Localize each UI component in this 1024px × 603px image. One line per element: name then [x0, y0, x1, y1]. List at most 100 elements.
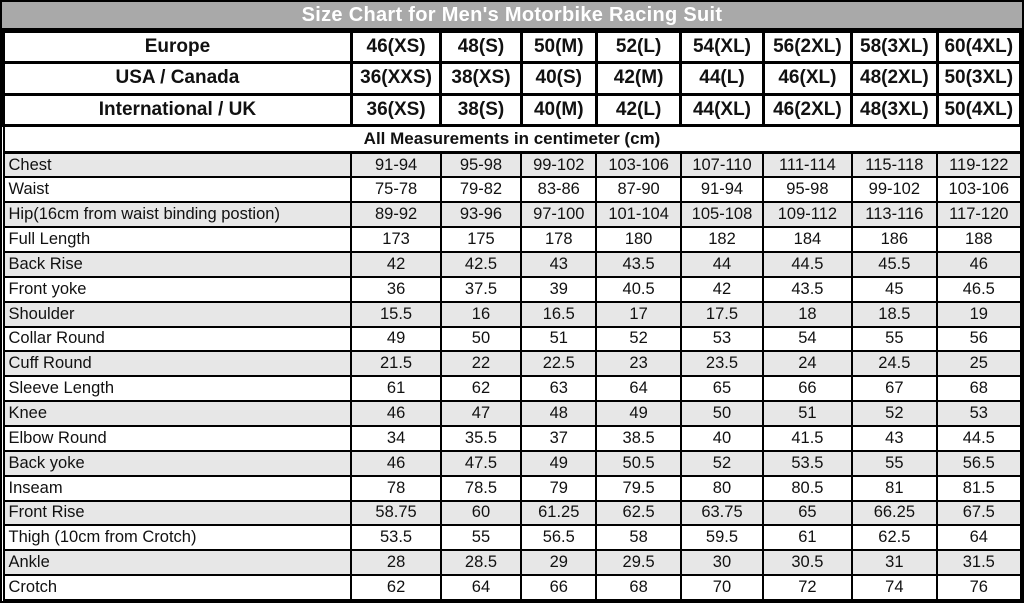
measurement-value-cell: 38.5: [595, 424, 682, 452]
measurement-row: Sleeve Length 61 62 63 64 65 66 67 68: [2, 375, 1022, 403]
measurement-value-cell: 103-106: [936, 176, 1022, 204]
size-value-cell: 50(3XL): [935, 61, 1023, 96]
measurement-value-cell: 95-98: [439, 151, 523, 179]
size-value-cell: 48(S): [439, 29, 523, 65]
measurement-value-cell: 175: [439, 226, 523, 253]
measurement-value-cell: 45.5: [850, 250, 939, 278]
size-value-cell: 38(XS): [439, 61, 523, 96]
size-system-label: Europe: [2, 29, 353, 65]
measurement-row: Ankle 28 28.5 29 29.5 30 30.5 31 31.5: [2, 549, 1022, 577]
size-value-cell: 38(S): [439, 92, 523, 128]
measurement-label: Inseam: [2, 474, 353, 502]
measurement-value-cell: 47: [439, 400, 523, 427]
measurement-value-cell: 44: [679, 250, 765, 278]
measurement-value-cell: 16.5: [520, 300, 598, 328]
measurement-value-cell: 50.5: [595, 449, 682, 477]
measurement-value-cell: 45: [850, 275, 939, 303]
measurement-value-cell: 28: [350, 549, 442, 577]
measurement-row: Knee 46 47 48 49 50 51 52 53: [2, 400, 1022, 427]
size-value-cell: 44(XL): [679, 92, 765, 128]
measurement-row: Back Rise 42 42.5 43 43.5 44 44.5 45.5 4…: [2, 250, 1022, 278]
measurement-label: Full Length: [2, 226, 353, 253]
measurement-value-cell: 78: [350, 474, 442, 502]
measurement-value-cell: 53: [936, 400, 1022, 427]
measurement-value-cell: 23.5: [679, 350, 765, 378]
measurement-value-cell: 18: [762, 300, 853, 328]
size-value-cell: 60(4XL): [935, 29, 1023, 65]
measurement-value-cell: 24.5: [850, 350, 939, 378]
size-chart-table: Europe 46(XS) 48(S) 50(M) 52(L) 54(XL) 5…: [2, 29, 1023, 601]
measurement-value-cell: 43.5: [762, 275, 853, 303]
measurement-value-cell: 64: [936, 524, 1022, 552]
measurement-value-cell: 23: [595, 350, 682, 378]
measurement-value-cell: 53: [679, 325, 765, 353]
measurement-value-cell: 173: [350, 226, 442, 253]
measurement-value-cell: 17: [595, 300, 682, 328]
measurement-value-cell: 91-94: [350, 151, 442, 179]
measurement-label: Ankle: [2, 549, 353, 577]
measurement-value-cell: 95-98: [762, 176, 853, 204]
measurement-value-cell: 115-118: [850, 151, 939, 179]
measurement-value-cell: 105-108: [679, 201, 765, 229]
measurement-value-cell: 56.5: [936, 449, 1022, 477]
measurement-value-cell: 37: [520, 424, 598, 452]
measurement-label: Sleeve Length: [2, 375, 353, 403]
measurement-value-cell: 107-110: [679, 151, 765, 179]
measurement-value-cell: 101-104: [595, 201, 682, 229]
measurement-value-cell: 68: [936, 375, 1022, 403]
measurement-row: Front Rise 58.75 60 61.25 62.5 63.75 65 …: [2, 499, 1022, 527]
measurement-value-cell: 40.5: [595, 275, 682, 303]
measurement-value-cell: 61: [350, 375, 442, 403]
measurement-value-cell: 42.5: [439, 250, 523, 278]
measurement-row: Hip(16cm from waist binding postion) 89-…: [2, 201, 1022, 229]
measurement-value-cell: 44.5: [936, 424, 1022, 452]
measurement-label: Back Rise: [2, 250, 353, 278]
measurement-value-cell: 72: [762, 574, 853, 601]
measurement-value-cell: 81: [850, 474, 939, 502]
measurement-value-cell: 49: [595, 400, 682, 427]
measurement-value-cell: 113-116: [850, 201, 939, 229]
measurement-value-cell: 55: [850, 449, 939, 477]
size-value-cell: 50(4XL): [935, 92, 1023, 128]
measurement-row: Inseam 78 78.5 79 79.5 80 80.5 81 81.5: [2, 474, 1022, 502]
size-value-cell: 40(M): [519, 92, 598, 128]
measurement-value-cell: 79: [520, 474, 598, 502]
measurement-row: Crotch 62 64 66 68 70 72 74 76: [2, 574, 1022, 601]
measurement-value-cell: 46.5: [936, 275, 1022, 303]
measurement-value-cell: 76: [936, 574, 1022, 601]
measurement-value-cell: 15.5: [350, 300, 442, 328]
measurement-value-cell: 52: [679, 449, 765, 477]
measurement-value-cell: 46: [350, 449, 442, 477]
size-value-cell: 36(XXS): [349, 61, 443, 96]
measurement-value-cell: 89-92: [350, 201, 442, 229]
measurement-label: Elbow Round: [2, 424, 353, 452]
size-value-cell: 50(M): [519, 29, 598, 65]
measurement-value-cell: 59.5: [679, 524, 765, 552]
measurement-value-cell: 49: [350, 325, 442, 353]
measurement-label: Back yoke: [2, 449, 353, 477]
measurement-value-cell: 66: [520, 574, 598, 601]
measurement-value-cell: 46: [350, 400, 442, 427]
measurement-value-cell: 103-106: [595, 151, 682, 179]
measurement-value-cell: 17.5: [679, 300, 765, 328]
measurement-label: Front Rise: [2, 499, 353, 527]
measurement-unit-banner: All Measurements in centimeter (cm): [2, 124, 1022, 155]
measurement-value-cell: 75-78: [350, 176, 442, 204]
measurement-value-cell: 79.5: [595, 474, 682, 502]
measurement-value-cell: 66.25: [850, 499, 939, 527]
measurement-label: Thigh (10cm from Crotch): [2, 524, 353, 552]
measurement-value-cell: 55: [439, 524, 523, 552]
measurement-label: Hip(16cm from waist binding postion): [2, 201, 353, 229]
measurement-row: Front yoke 36 37.5 39 40.5 42 43.5 45 46…: [2, 275, 1022, 303]
measurement-value-cell: 64: [439, 574, 523, 601]
measurement-value-cell: 74: [850, 574, 939, 601]
measurement-label: Waist: [2, 176, 353, 204]
measurement-label: Cuff Round: [2, 350, 353, 378]
size-value-cell: 48(3XL): [850, 92, 939, 128]
measurement-value-cell: 93-96: [439, 201, 523, 229]
measurement-value-cell: 60: [439, 499, 523, 527]
measurement-value-cell: 56: [936, 325, 1022, 353]
measurement-value-cell: 111-114: [762, 151, 853, 179]
measurement-value-cell: 53.5: [350, 524, 442, 552]
measurement-value-cell: 62.5: [850, 524, 939, 552]
